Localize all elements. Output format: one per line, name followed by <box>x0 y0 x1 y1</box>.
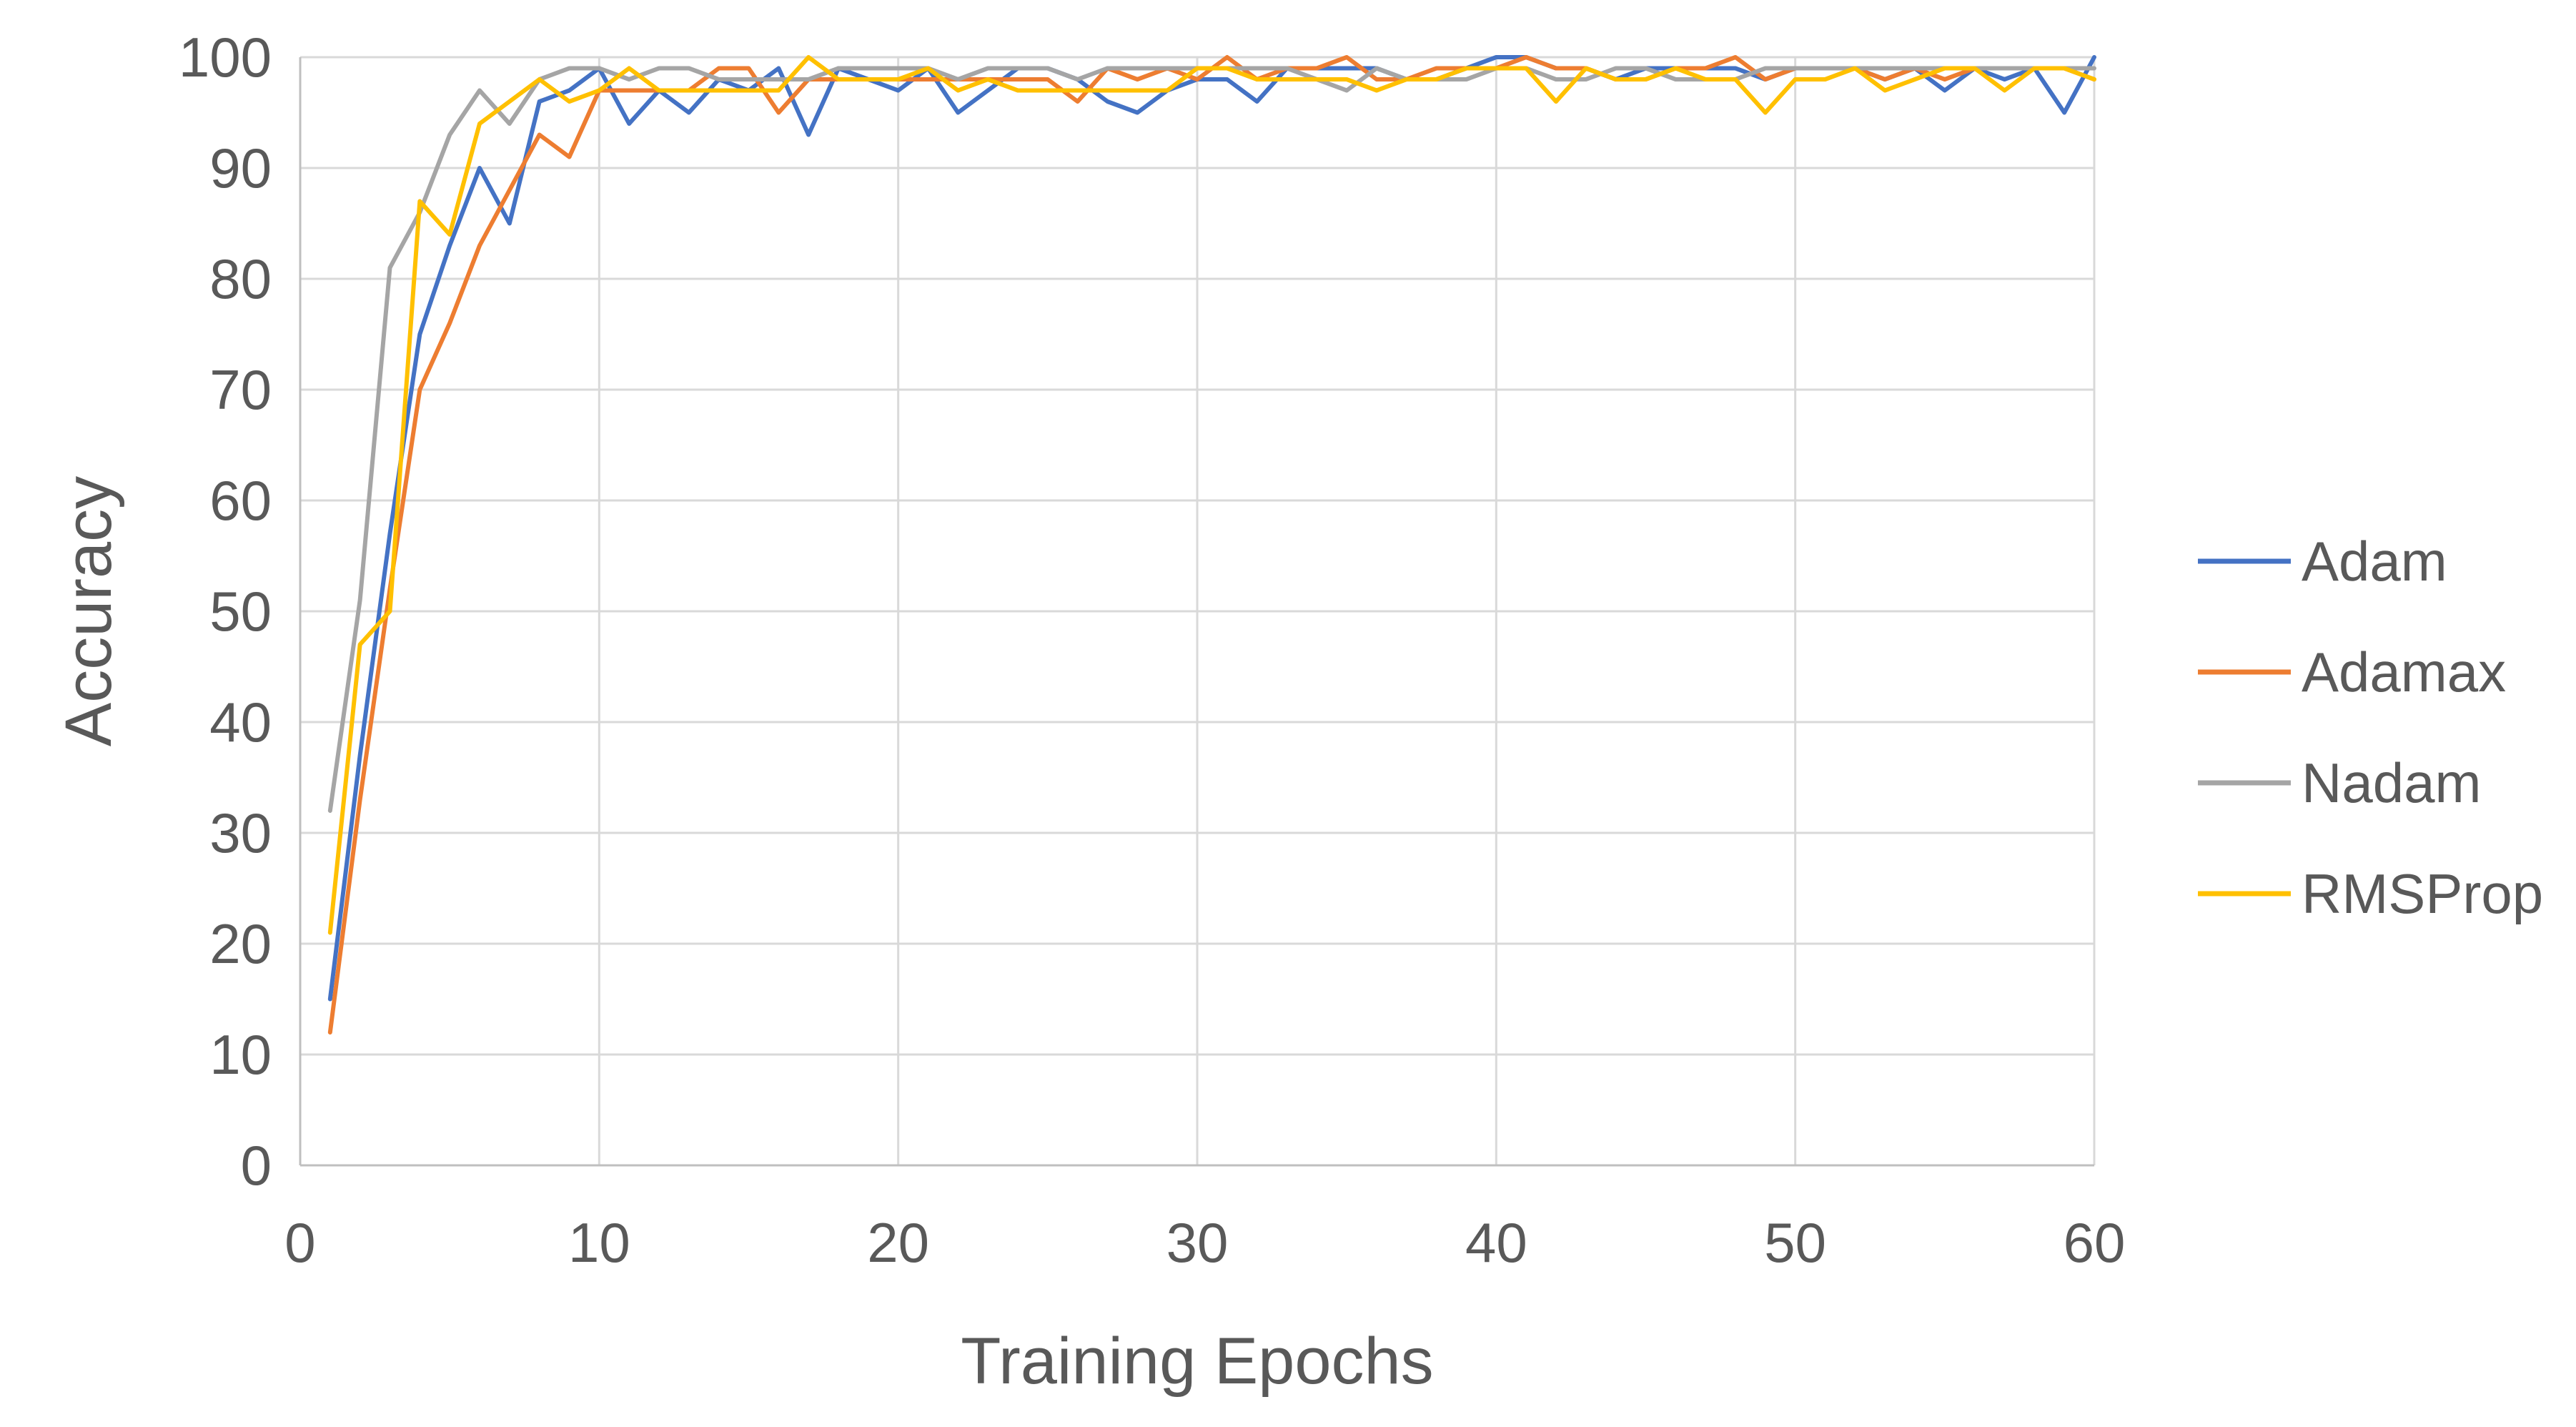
series-line-adam <box>327 55 2096 1002</box>
x-tick-label: 30 <box>1166 1211 1229 1274</box>
y-tick-label: 80 <box>209 247 272 310</box>
y-tick-label: 50 <box>209 580 272 643</box>
legend-label-rmsprop: RMSProp <box>2302 862 2543 925</box>
x-axis-title: Training Epochs <box>961 1325 1433 1398</box>
x-tick-label: 20 <box>867 1211 929 1274</box>
x-tick-label: 60 <box>2064 1211 2126 1274</box>
y-tick-label: 0 <box>241 1134 272 1197</box>
x-tick-label: 40 <box>1465 1211 1527 1274</box>
vertical-gridlines <box>598 57 2096 1165</box>
legend-label-nadam: Nadam <box>2302 751 2481 814</box>
y-tick-label: 20 <box>209 912 272 975</box>
y-tick-label: 60 <box>209 469 272 532</box>
series-lines <box>327 55 2096 1035</box>
series-line-nadam <box>327 66 2096 813</box>
y-axis-title: Accuracy <box>52 476 125 746</box>
series-line-adamax <box>327 55 2096 1035</box>
x-tick-label: 0 <box>284 1211 315 1274</box>
x-tick-label: 10 <box>568 1211 630 1274</box>
x-tick-labels: 0 10 20 30 40 50 60 <box>284 1211 2125 1274</box>
y-tick-labels: 0 10 20 30 40 50 60 70 80 90 100 <box>179 26 272 1197</box>
legend: Adam Adamax Nadam RMSProp <box>2198 530 2543 925</box>
legend-label-adam: Adam <box>2302 530 2447 593</box>
y-tick-label: 100 <box>179 26 272 89</box>
y-tick-label: 70 <box>209 358 272 421</box>
series-line-rmsprop <box>327 55 2096 935</box>
y-tick-label: 40 <box>209 691 272 754</box>
y-tick-label: 30 <box>209 801 272 864</box>
x-tick-label: 50 <box>1764 1211 1826 1274</box>
legend-label-adamax: Adamax <box>2302 641 2506 703</box>
y-tick-label: 90 <box>209 137 272 199</box>
y-tick-label: 10 <box>209 1023 272 1086</box>
